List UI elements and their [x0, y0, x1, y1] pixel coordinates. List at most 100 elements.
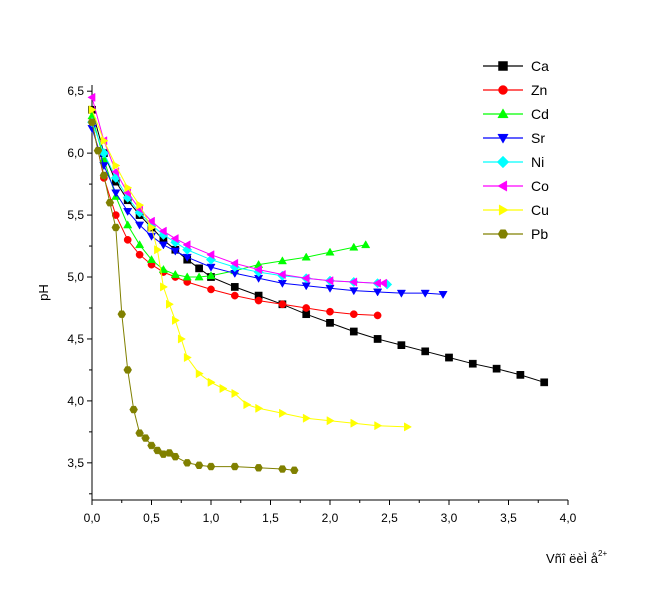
data-point-cd — [182, 272, 192, 281]
legend-label-zn: Zn — [531, 82, 547, 98]
data-point-pb — [123, 366, 132, 374]
data-point-pb — [99, 171, 109, 180]
y-tick-label: 5,5 — [67, 208, 84, 222]
data-point-pb — [147, 441, 156, 450]
series-line-sr — [91, 128, 444, 295]
data-point-zn — [123, 236, 132, 244]
data-point-zn — [302, 304, 311, 312]
data-point-co — [206, 250, 215, 260]
data-point-ca — [421, 347, 430, 356]
data-point-sr — [158, 241, 168, 250]
data-point-co — [301, 273, 310, 283]
data-point-zn — [278, 300, 287, 309]
legend-item-cu: Cu — [483, 202, 549, 218]
data-point-pb — [129, 405, 138, 414]
data-point-pb — [117, 310, 126, 318]
data-point-cu — [207, 377, 216, 387]
data-point-ca — [326, 319, 334, 327]
data-point-sr — [123, 208, 133, 216]
legend-item-ca: Ca — [483, 58, 549, 74]
data-point-cd — [277, 256, 287, 265]
data-point-cu — [124, 183, 133, 193]
data-point-co — [277, 269, 286, 280]
data-point-cu — [88, 105, 97, 115]
data-point-cu — [231, 388, 240, 399]
data-point-cd — [301, 252, 311, 261]
data-point-cu — [195, 369, 204, 379]
x-tick-label: 1,0 — [203, 511, 220, 525]
series-layer — [86, 92, 549, 474]
data-point-sr — [420, 289, 430, 298]
legend-marker-ni — [496, 155, 510, 169]
legend-marker-pb — [497, 229, 509, 239]
series-line-ni — [91, 122, 388, 285]
data-point-co — [378, 278, 387, 288]
legend-marker-zn — [498, 85, 508, 95]
data-point-sr — [135, 221, 145, 230]
data-point-zn — [326, 307, 334, 316]
legend-marker-cu — [498, 204, 509, 216]
x-tick-label: 2,0 — [322, 511, 339, 525]
data-point-cd — [194, 272, 204, 281]
data-point-cu — [100, 136, 109, 146]
data-point-sr — [349, 287, 359, 296]
data-point-pb — [290, 466, 299, 474]
data-point-cu — [136, 200, 145, 210]
data-point-zn — [207, 285, 215, 294]
data-point-pb — [93, 146, 103, 155]
data-point-ca — [230, 283, 239, 291]
y-tick-label: 4,0 — [67, 394, 84, 408]
data-point-ca — [540, 378, 549, 387]
data-point-cu — [326, 416, 335, 426]
data-point-cd — [325, 247, 335, 256]
data-point-cd — [135, 240, 145, 249]
series-cu — [88, 105, 412, 432]
data-point-ca — [492, 364, 501, 373]
data-point-cu — [171, 315, 180, 325]
data-point-co — [253, 265, 262, 275]
x-tick-label: 3,5 — [500, 511, 517, 525]
series-line-cd — [91, 115, 366, 278]
x-axis-title-main: Vñî ëèÌ å — [546, 551, 599, 566]
series-line-cu — [91, 109, 408, 428]
data-point-ca — [373, 335, 382, 343]
data-point-zn — [111, 211, 120, 219]
data-point-sr — [111, 189, 121, 198]
x-tick-label: 2,5 — [381, 511, 398, 525]
legend-item-sr: Sr — [483, 130, 545, 146]
data-point-cu — [112, 160, 121, 171]
y-tick-label: 4,5 — [67, 332, 84, 346]
legend-label-ca: Ca — [531, 58, 549, 74]
data-point-cu — [243, 400, 252, 410]
data-point-ca — [195, 264, 203, 273]
data-point-cd — [146, 255, 157, 263]
data-point-co — [349, 277, 358, 287]
series-co — [87, 92, 387, 288]
data-point-pb — [111, 223, 121, 232]
data-point-cu — [148, 222, 157, 233]
y-tick-label: 3,5 — [67, 456, 84, 470]
data-point-pb — [230, 462, 240, 471]
data-point-zn — [135, 250, 144, 259]
data-point-co — [182, 240, 191, 250]
data-point-zn — [254, 296, 263, 305]
data-point-pb — [87, 118, 97, 126]
legend-marker-sr — [497, 133, 509, 144]
legend-marker-cd — [497, 108, 509, 119]
data-point-cd — [158, 264, 168, 273]
legend-label-sr: Sr — [531, 130, 545, 146]
x-tick-label: 0,5 — [143, 511, 160, 525]
x-axis-title: Vñî ëèÌ å2+ — [546, 549, 607, 566]
series-pb — [87, 118, 299, 474]
data-point-cd — [170, 269, 180, 278]
y-tick-label: 6,0 — [67, 146, 84, 160]
data-point-cu — [279, 408, 288, 418]
legend-item-cd: Cd — [483, 106, 549, 122]
data-point-zn — [230, 291, 239, 300]
data-point-cu — [154, 245, 163, 255]
data-point-cu — [219, 383, 228, 394]
data-point-ca — [468, 359, 477, 368]
data-point-pb — [206, 462, 216, 471]
data-point-cu — [183, 352, 192, 363]
data-point-zn — [373, 311, 382, 320]
